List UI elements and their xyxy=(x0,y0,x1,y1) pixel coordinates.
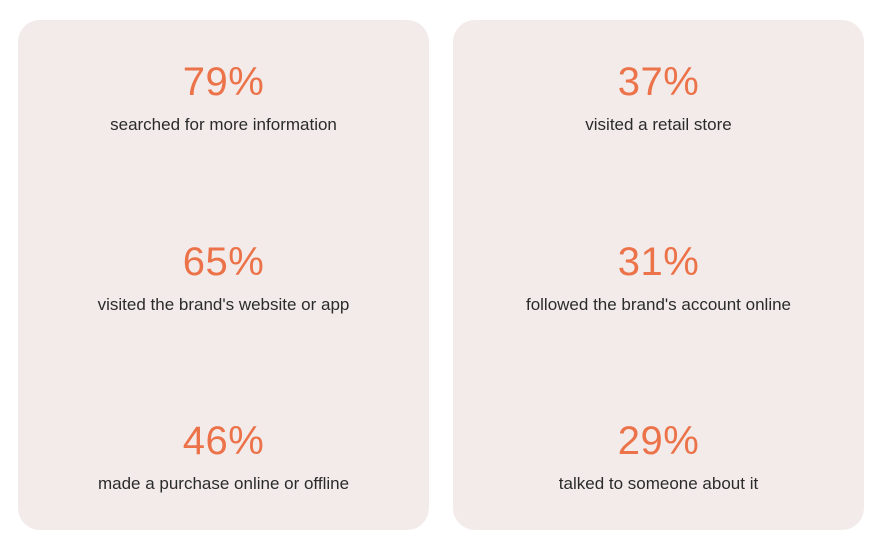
stat-label: talked to someone about it xyxy=(559,474,758,494)
stat-label: visited a retail store xyxy=(585,115,731,135)
stat-value: 31% xyxy=(618,240,700,285)
stat-value: 79% xyxy=(183,60,265,105)
stat-item: 37% visited a retail store xyxy=(473,60,844,135)
stat-label: visited the brand's website or app xyxy=(98,295,350,315)
stat-value: 37% xyxy=(618,60,700,105)
stat-item: 79% searched for more information xyxy=(38,60,409,135)
stat-label: made a purchase online or offline xyxy=(98,474,349,494)
stat-item: 29% talked to someone about it xyxy=(473,419,844,494)
stat-item: 31% followed the brand's account online xyxy=(473,240,844,315)
infographic-container: 79% searched for more information 65% vi… xyxy=(0,4,882,546)
stat-value: 65% xyxy=(183,240,265,285)
stat-value: 46% xyxy=(183,419,265,464)
stat-label: followed the brand's account online xyxy=(526,295,791,315)
stat-value: 29% xyxy=(618,419,700,464)
stat-item: 46% made a purchase online or offline xyxy=(38,419,409,494)
stat-item: 65% visited the brand's website or app xyxy=(38,240,409,315)
stat-label: searched for more information xyxy=(110,115,337,135)
stat-panel-right: 37% visited a retail store 31% followed … xyxy=(453,20,864,530)
stat-panel-left: 79% searched for more information 65% vi… xyxy=(18,20,429,530)
